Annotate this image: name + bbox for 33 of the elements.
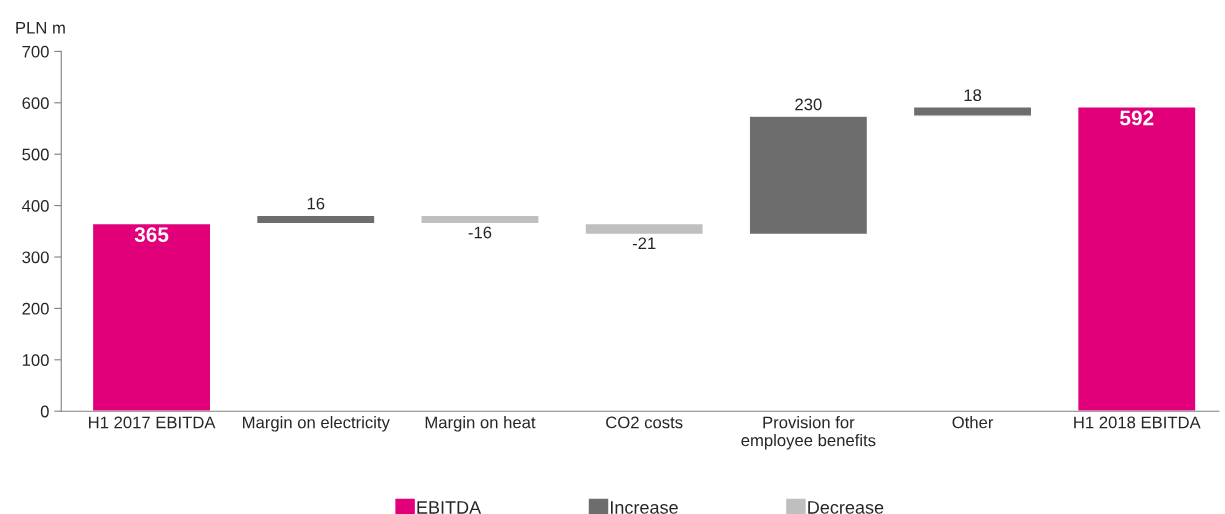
y-tick-label: 300 — [22, 251, 49, 264]
data-label: 18 — [964, 89, 982, 102]
y-tick-label: 0 — [40, 405, 49, 418]
bar — [912, 106, 1033, 117]
bar — [91, 222, 212, 412]
y-tick-label: 100 — [22, 354, 49, 366]
bar — [420, 214, 540, 225]
x-tick-label: H1 2017 EBITDA — [89, 416, 216, 429]
x-tick-label: CO2 costs — [606, 416, 683, 429]
x-tick-label: H1 2018 EBITDA — [1074, 416, 1201, 429]
y-tick-label: 400 — [22, 200, 49, 212]
data-label: 16 — [307, 197, 325, 210]
legend-label: EBITDA — [417, 501, 482, 514]
y-tick-label: 200 — [22, 302, 49, 315]
data-label: -21 — [632, 237, 656, 250]
y-tick-label: 600 — [22, 97, 49, 109]
y-tick-label: 700 — [22, 45, 49, 58]
y-tick-label: 500 — [22, 148, 49, 161]
legend-label: Increase — [611, 501, 678, 514]
bar — [255, 214, 376, 225]
data-label: 592 — [1120, 110, 1154, 126]
data-label: 365 — [134, 227, 169, 243]
data-label: -16 — [468, 226, 492, 239]
bar — [748, 115, 869, 236]
x-tick-label: Margin on heat — [425, 416, 536, 432]
legend-label: Decrease — [808, 501, 884, 514]
bar — [1076, 106, 1197, 412]
x-tick-label: Margin on electricity — [243, 416, 390, 432]
y-axis-title: PLN m — [16, 22, 65, 34]
x-tick-label: Provision for employee benefits — [741, 416, 876, 450]
bar — [584, 222, 704, 236]
data-label: 230 — [795, 98, 822, 111]
x-tick-label: Other — [952, 416, 994, 429]
